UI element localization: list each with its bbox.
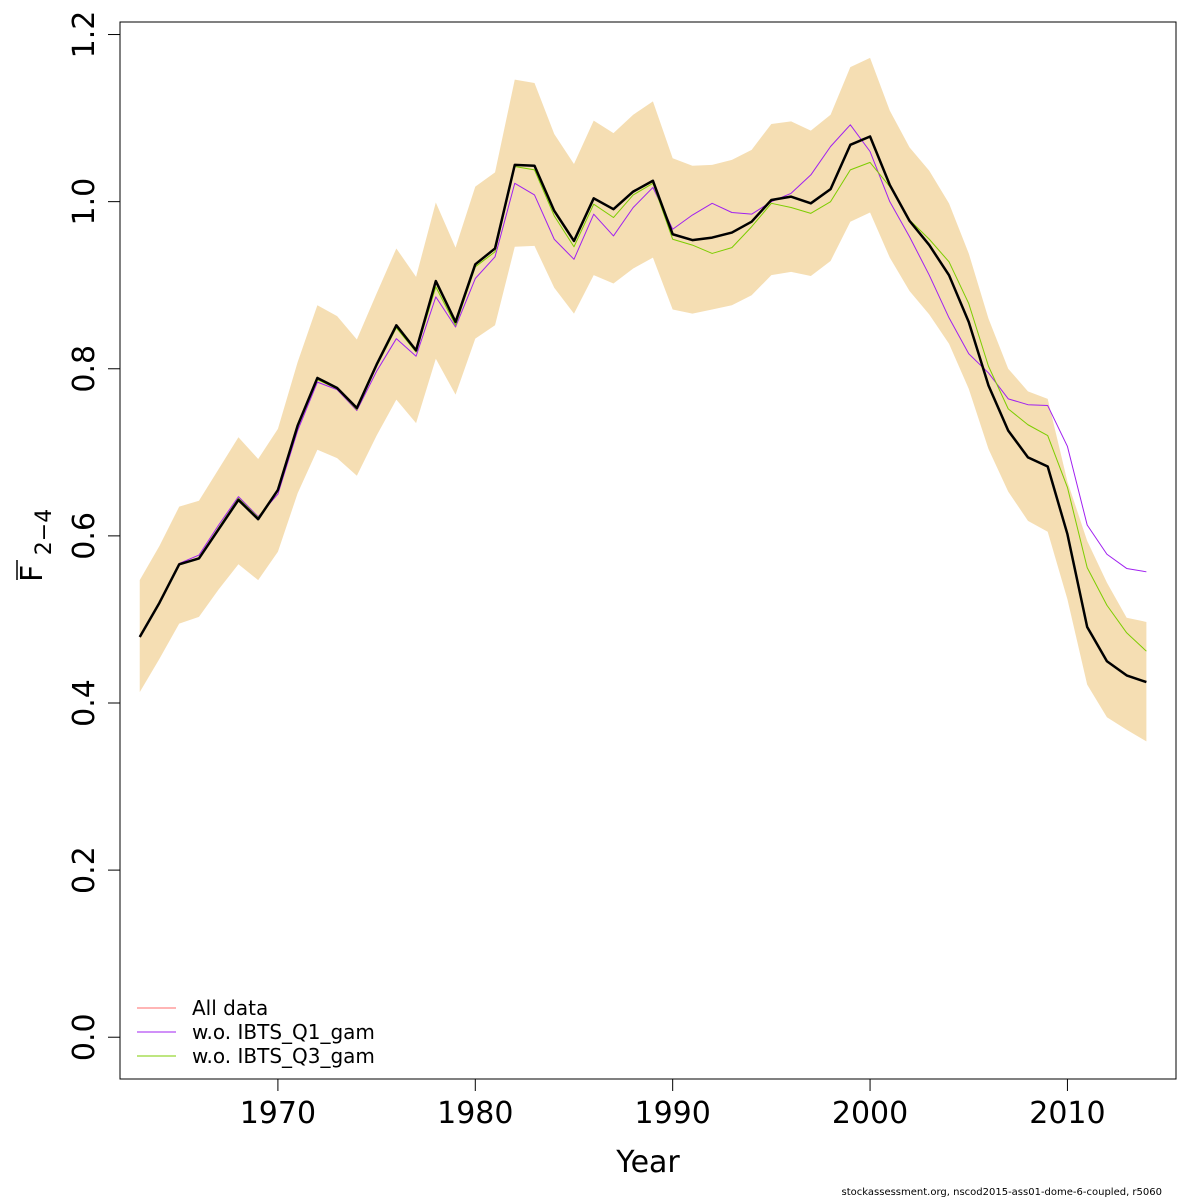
x-tick-label: 1980 bbox=[437, 1096, 513, 1131]
legend-label-w-o-ibts-q3-gam: w.o. IBTS_Q3_gam bbox=[192, 1044, 375, 1068]
y-tick-label: 0.2 bbox=[67, 846, 102, 894]
x-axis: 1970 1980 1990 2000 2010 bbox=[240, 1078, 1106, 1131]
y-axis-title: F 2−4 bbox=[15, 509, 57, 582]
y-axis-title-subscript: 2−4 bbox=[32, 509, 57, 555]
x-tick-label: 1990 bbox=[634, 1096, 710, 1131]
y-tick-label: 1.2 bbox=[67, 11, 102, 59]
y-tick-label: 0.6 bbox=[67, 512, 102, 560]
legend-label-w-o-ibts-q1-gam: w.o. IBTS_Q1_gam bbox=[192, 1020, 375, 1044]
y-tick-label: 0.8 bbox=[67, 345, 102, 393]
x-tick-label: 1970 bbox=[240, 1096, 316, 1131]
y-axis: 0.0 0.2 0.4 0.6 0.8 1.0 1.2 bbox=[67, 11, 121, 1061]
series-line-estimate bbox=[138, 135, 1147, 684]
svg-text:F 2−4: F 2−4 bbox=[15, 509, 57, 582]
series-line-w-o-ibts-q1-gam bbox=[139, 124, 1147, 637]
x-axis-title: Year bbox=[615, 1145, 680, 1180]
series-layer bbox=[138, 124, 1147, 684]
confidence-band bbox=[139, 57, 1147, 742]
footer-credit: stockassessment.org, nscod2015-ass01-dom… bbox=[841, 1187, 1162, 1198]
y-tick-label: 0.4 bbox=[67, 679, 102, 727]
x-tick-label: 2000 bbox=[832, 1096, 908, 1131]
legend-label-all-data: All data bbox=[192, 996, 268, 1020]
y-axis-title-main: F bbox=[15, 565, 50, 582]
x-tick-label: 2010 bbox=[1029, 1096, 1105, 1131]
y-tick-label: 1.0 bbox=[67, 178, 102, 226]
confidence-band-layer bbox=[139, 57, 1147, 742]
y-tick-label: 0.0 bbox=[67, 1013, 102, 1061]
